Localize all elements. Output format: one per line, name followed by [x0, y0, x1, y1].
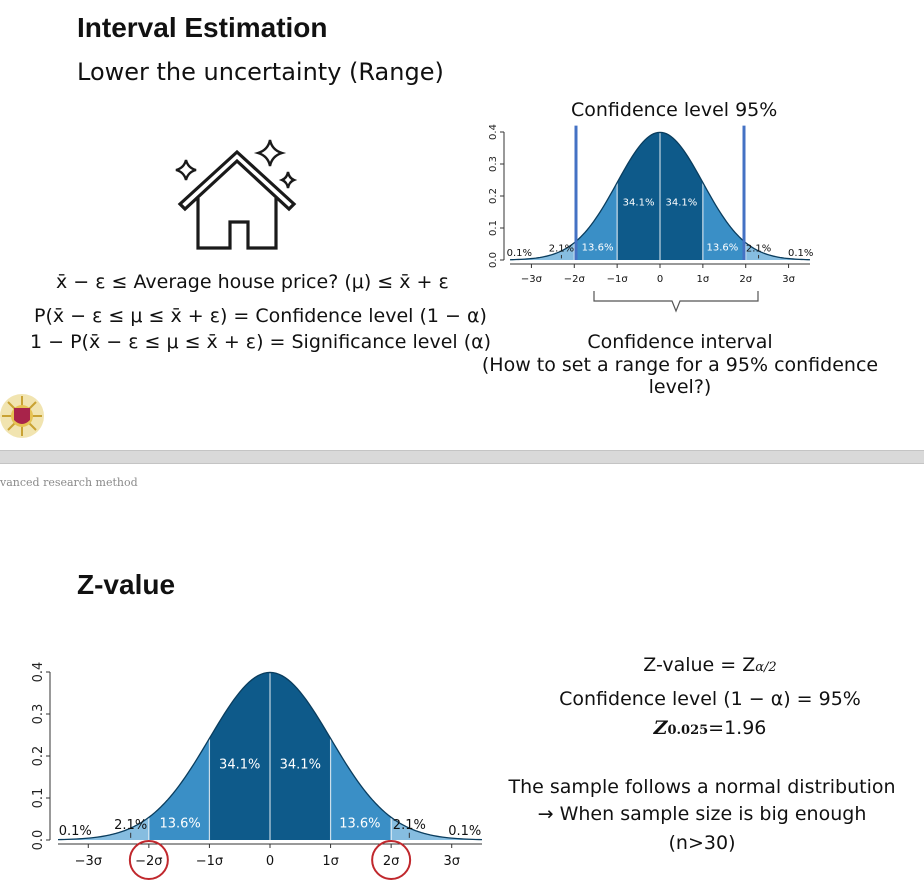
y-tick-label: 0.4	[31, 662, 46, 683]
z-value-line: Z-value = Zα/2	[520, 654, 900, 676]
region-label: 34.1%	[280, 758, 321, 773]
x-tick-label: 0	[266, 854, 274, 869]
x-tick-label: 3σ	[782, 274, 795, 285]
y-tick-label: 0.0	[31, 830, 46, 851]
house-sparkle-icon	[175, 139, 298, 250]
region-label: 0.1%	[59, 824, 92, 839]
confidence-level-line: Confidence level (1 − α) = 95%	[559, 688, 861, 710]
y-tick-label: 0.3	[488, 156, 499, 172]
circled-tick-marker	[371, 840, 412, 880]
x-tick-label: 1σ	[697, 274, 710, 285]
note-n-threshold: (n>30)	[668, 832, 736, 854]
density-curve	[509, 131, 811, 261]
x-tick-label: 0	[657, 274, 663, 285]
region-label: 2.1%	[549, 244, 574, 255]
footer-text: vanced research method	[0, 476, 138, 489]
z-value-text: Z-value = Z	[643, 654, 756, 676]
z-critical-value: =1.96	[708, 717, 767, 739]
equation-interval: x̄ − ε ≤ Average house price? (μ) ≤ x̄ +…	[56, 271, 449, 293]
tail-band-left	[58, 817, 149, 840]
region-label: 13.6%	[582, 242, 614, 253]
x-tick-label: −1σ	[196, 854, 223, 869]
normal-distribution-chart-z: 0.0 0.1 0.2 0.3 0.4 −3σ −2σ −1σ 0 1σ 2σ 3σ 0.1% 2.1% 1…	[31, 662, 483, 880]
region-label: 13.6%	[339, 816, 380, 831]
university-seal-logo	[0, 394, 44, 438]
tail-band-right	[745, 242, 810, 260]
x-tick-label: −1σ	[607, 274, 629, 285]
chart1-title: Confidence level 95%	[571, 99, 778, 121]
ci-label: Confidence interval	[587, 331, 773, 353]
ci-question: (How to set a range for a 95% confidence…	[481, 354, 879, 398]
x-tick-label: −2σ	[135, 854, 162, 869]
z-critical-symbol: Z	[653, 717, 668, 739]
region-label: 13.6%	[159, 816, 200, 831]
note-sample-size: → When sample size is big enough	[537, 803, 867, 825]
normal-distribution-chart-95: 0.0 0.1 0.2 0.3 0.4 −3σ −2σ −1σ 0 1σ 2σ 3σ 0.1% 2.1% 1…	[488, 124, 813, 285]
z-critical-subscript: 0.025	[667, 723, 709, 738]
y-tick-label: 0.4	[488, 124, 499, 140]
region-label: 34.1%	[623, 198, 655, 209]
region-label: 34.1%	[666, 198, 698, 209]
slide1-title: Interval Estimation	[77, 12, 328, 43]
slide2-title: Z-value	[77, 569, 176, 600]
y-tick-label: 0.2	[31, 746, 46, 767]
y-tick-label: 0.1	[31, 788, 46, 809]
y-tick-label: 0.0	[488, 252, 499, 268]
equation-significance: 1 − P(x̄ − ε ≤ μ ≤ x̄ + ε) = Significanc…	[30, 331, 492, 353]
x-tick-label: 3σ	[443, 854, 460, 869]
region-label: 0.1%	[507, 248, 532, 259]
slide1-subtitle: Lower the uncertainty (Range)	[77, 58, 444, 86]
tail-band-left	[510, 242, 575, 260]
x-tick-label: −3σ	[521, 274, 543, 285]
y-tick-label: 0.2	[488, 188, 499, 204]
x-tick-label: 1σ	[322, 854, 339, 869]
region-label: 0.1%	[448, 824, 481, 839]
note-normal-distribution: The sample follows a normal distribution	[508, 776, 896, 798]
tail-band-right	[391, 817, 482, 840]
confidence-interval-brace	[593, 291, 759, 313]
y-tick-label: 0.3	[31, 704, 46, 725]
circled-tick-marker	[128, 840, 169, 880]
x-tick-label: 2σ	[739, 274, 752, 285]
region-label: 0.1%	[788, 248, 813, 259]
region-label: 2.1%	[114, 818, 147, 833]
z-value-subscript: α/2	[755, 660, 777, 675]
region-label: 2.1%	[393, 818, 426, 833]
density-curve	[57, 671, 483, 841]
x-tick-label: 2σ	[383, 854, 400, 869]
y-tick-label: 0.1	[488, 220, 499, 236]
z-critical-line: Z0.025=1.96	[520, 717, 900, 739]
region-label: 13.6%	[707, 242, 739, 253]
slide-separator	[0, 450, 924, 464]
region-label: 34.1%	[219, 758, 260, 773]
equation-confidence: P(x̄ − ε ≤ μ ≤ x̄ + ε) = Confidence leve…	[34, 305, 487, 327]
region-label: 2.1%	[746, 244, 771, 255]
x-tick-label: −3σ	[75, 854, 102, 869]
x-tick-label: −2σ	[564, 274, 586, 285]
